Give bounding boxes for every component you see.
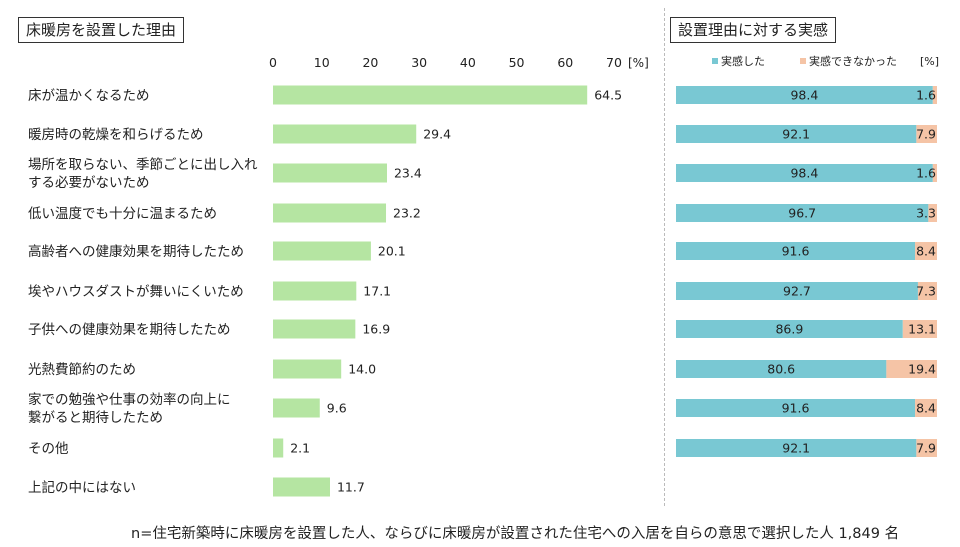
bar-segment-not-felt <box>932 86 937 104</box>
x-tick-label: 0 <box>269 55 277 70</box>
bar <box>273 398 320 418</box>
bar-segment-not-felt <box>902 320 937 338</box>
bar-segment-felt <box>676 320 903 338</box>
bar-segment-felt <box>676 360 887 378</box>
data-label: 8.4 <box>916 244 936 259</box>
category-label: 場所を取らない、季節ごとに出し入れ <box>28 157 258 173</box>
data-label: 7.9 <box>916 441 936 456</box>
data-label: 80.6 <box>767 362 795 377</box>
bar-segment-felt <box>676 399 916 417</box>
x-tick-label: 30 <box>411 55 427 70</box>
data-label: 20.1 <box>378 244 406 259</box>
data-label: 92.1 <box>782 441 810 456</box>
bar <box>273 438 284 458</box>
bar-segment-felt <box>676 204 929 222</box>
bar-segment-not-felt <box>915 242 937 260</box>
category-label: 暖房時の乾燥を和らげるため <box>28 127 204 143</box>
data-label: 86.9 <box>775 322 803 337</box>
bar-segment-felt <box>676 242 916 260</box>
data-label: 19.4 <box>908 362 936 377</box>
x-tick-label: 20 <box>362 55 378 70</box>
x-tick-label: 40 <box>460 55 476 70</box>
bar <box>273 281 357 301</box>
data-label: 16.9 <box>362 322 390 337</box>
bar-segment-felt <box>676 439 917 457</box>
bar <box>273 477 330 497</box>
bar-segment-felt <box>676 125 917 143</box>
category-label: 家での勉強や仕事の効率の向上に <box>28 391 231 408</box>
data-label: 13.1 <box>908 322 936 337</box>
bar-segment-not-felt <box>916 125 937 143</box>
unit-label: [%] <box>628 56 649 70</box>
data-label: 98.4 <box>790 166 818 181</box>
data-label: 64.5 <box>594 88 622 103</box>
bar-segment-not-felt <box>886 360 937 378</box>
bar-segment-not-felt <box>928 204 937 222</box>
panel-divider <box>664 8 665 506</box>
category-label: 光熱費節約のため <box>28 362 136 378</box>
data-label: 23.4 <box>394 166 422 181</box>
category-label: 床が温かくなるため <box>28 88 150 104</box>
bar <box>273 241 371 261</box>
data-label: 98.4 <box>790 88 818 103</box>
bar <box>273 163 387 183</box>
bar-segment-felt <box>676 86 933 104</box>
bar <box>273 203 387 223</box>
x-tick-label: 60 <box>557 55 573 70</box>
category-label: する必要がないため <box>28 175 150 191</box>
legend-label: 実感した <box>721 54 765 68</box>
category-label: 低い温度でも十分に温まるため <box>28 206 217 222</box>
category-label: 上記の中にはない <box>28 479 136 496</box>
bar-segment-felt <box>676 282 918 300</box>
data-label: 3.3 <box>916 206 936 221</box>
data-label: 1.6 <box>916 88 936 103</box>
bar-segment-not-felt <box>917 282 937 300</box>
x-tick-label: 50 <box>509 55 525 70</box>
legend-swatch-not-felt <box>800 58 806 64</box>
data-label: 7.3 <box>916 284 936 299</box>
category-label: 埃やハウスダストが舞いにくいため <box>28 284 244 300</box>
data-label: 23.2 <box>393 206 421 221</box>
bar <box>273 359 342 379</box>
bar <box>273 85 588 105</box>
x-tick-label: 10 <box>314 55 330 70</box>
data-label: 96.7 <box>788 206 816 221</box>
bar-segment-not-felt <box>932 164 937 182</box>
bar-segment-not-felt <box>916 439 937 457</box>
category-label: その他 <box>28 441 69 457</box>
data-label: 14.0 <box>348 362 376 377</box>
data-label: 11.7 <box>337 480 365 495</box>
data-label: 92.7 <box>783 284 811 299</box>
legend-label: 実感できなかった <box>809 54 897 68</box>
category-label: 繋がると期待したため <box>28 410 163 426</box>
category-label: 子供への健康効果を期待したため <box>28 321 231 338</box>
data-label: 8.4 <box>916 401 936 416</box>
x-tick-label: 70 <box>606 55 622 70</box>
bar <box>273 124 417 144</box>
data-label: 1.6 <box>916 166 936 181</box>
data-label: 29.4 <box>423 127 451 142</box>
legend-swatch-felt <box>712 58 718 64</box>
unit-label: [%] <box>920 55 939 68</box>
data-label: 92.1 <box>782 127 810 142</box>
data-label: 7.9 <box>916 127 936 142</box>
data-label: 17.1 <box>363 284 391 299</box>
bar-segment-felt <box>676 164 933 182</box>
category-label: 高齢者への健康効果を期待したため <box>28 243 244 260</box>
bar <box>273 319 356 339</box>
data-label: 91.6 <box>782 401 810 416</box>
data-label: 9.6 <box>327 401 347 416</box>
footnote: n=住宅新築時に床暖房を設置した人、ならびに床暖房が設置された住宅への入居を自ら… <box>131 526 900 542</box>
data-label: 2.1 <box>290 441 310 456</box>
left-chart-title: 床暖房を設置した理由 <box>18 17 185 43</box>
right-chart-title: 設置理由に対する実感 <box>670 17 837 43</box>
bar-segment-not-felt <box>915 399 937 417</box>
data-label: 91.6 <box>782 244 810 259</box>
